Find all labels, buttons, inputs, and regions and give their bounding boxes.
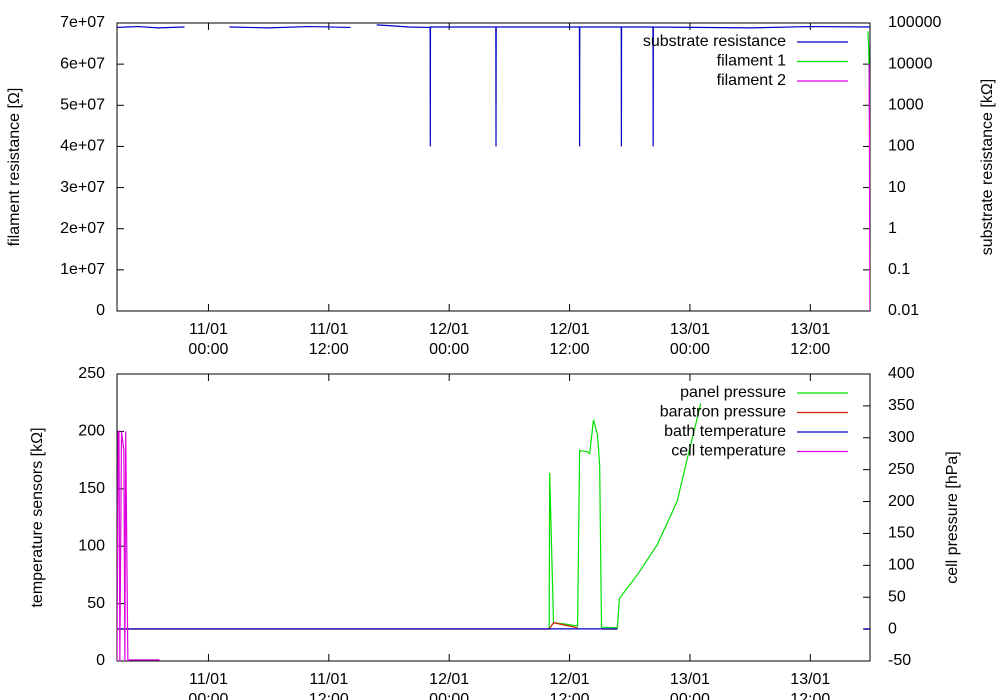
y2-tick-label: 400 xyxy=(888,365,915,382)
y-tick-label: 50 xyxy=(87,595,105,612)
y-tick-label: 1e+07 xyxy=(60,261,105,278)
y-tick-label: 5e+07 xyxy=(60,97,105,114)
y2-axis-title: cell pressure [hPa] xyxy=(944,451,961,584)
y2-tick-label: 100 xyxy=(888,557,915,574)
y-tick-label: 7e+07 xyxy=(60,14,105,31)
legend-label: panel pressure xyxy=(680,384,786,401)
y2-tick-label: 100000 xyxy=(888,14,941,31)
y-tick-label: 250 xyxy=(78,365,105,382)
y2-tick-label: 50 xyxy=(888,588,906,605)
series-line xyxy=(548,403,702,630)
series-line xyxy=(117,24,870,147)
y2-tick-label: 10000 xyxy=(888,55,933,72)
y2-tick-label: 0.01 xyxy=(888,302,919,319)
y2-tick-label: 1 xyxy=(888,220,897,237)
x-tick-label: 12/01 12:00 xyxy=(549,671,590,700)
y2-tick-label: 350 xyxy=(888,397,915,414)
y2-tick-label: 0 xyxy=(888,620,897,637)
legend-label: filament 2 xyxy=(717,72,786,89)
plot-frame xyxy=(116,373,871,662)
y2-tick-label: 250 xyxy=(888,461,915,478)
y2-tick-label: 150 xyxy=(888,525,915,542)
x-tick-label: 12/01 00:00 xyxy=(429,671,470,700)
legend-label: substrate resistance xyxy=(643,33,786,50)
y2-tick-label: -50 xyxy=(888,652,911,669)
x-tick-label: 11/01 12:00 xyxy=(308,671,349,700)
x-tick-label: 13/01 12:00 xyxy=(790,671,831,700)
y-tick-label: 3e+07 xyxy=(60,179,105,196)
legend-label: bath temperature xyxy=(664,423,786,440)
x-tick-label: 11/01 12:00 xyxy=(308,321,349,358)
legend-label: cell temperature xyxy=(671,443,786,460)
x-tick-label: 11/01 00:00 xyxy=(188,321,229,358)
legend-label: baratron pressure xyxy=(660,404,786,421)
y-tick-label: 100 xyxy=(78,537,105,554)
y2-axis-title: substrate resistance [kΩ] xyxy=(979,79,996,255)
y2-tick-label: 1000 xyxy=(888,97,924,114)
y2-tick-label: 10 xyxy=(888,179,906,196)
y-tick-label: 2e+07 xyxy=(60,220,105,237)
y2-tick-label: 100 xyxy=(888,138,915,155)
x-tick-label: 12/01 00:00 xyxy=(429,321,470,358)
x-tick-label: 13/01 12:00 xyxy=(790,321,831,358)
y-axis-title: temperature sensors [kΩ] xyxy=(29,427,46,607)
x-tick-label: 11/01 00:00 xyxy=(188,671,229,700)
y-tick-label: 200 xyxy=(78,423,105,440)
series-line xyxy=(117,430,160,661)
y-tick-label: 0 xyxy=(96,652,105,669)
y2-tick-label: 200 xyxy=(888,493,915,510)
series-line xyxy=(117,622,870,630)
series-line xyxy=(868,64,870,311)
legend-label: filament 1 xyxy=(717,53,786,70)
y-tick-label: 4e+07 xyxy=(60,138,105,155)
y-axis-title: filament resistance [Ω] xyxy=(6,88,23,247)
x-tick-label: 13/01 00:00 xyxy=(669,321,710,358)
y-tick-label: 150 xyxy=(78,480,105,497)
y2-tick-label: 0.1 xyxy=(888,261,910,278)
y-tick-label: 6e+07 xyxy=(60,55,105,72)
x-tick-label: 12/01 12:00 xyxy=(549,321,590,358)
y2-tick-label: 300 xyxy=(888,429,915,446)
x-tick-label: 13/01 00:00 xyxy=(669,671,710,700)
y-tick-label: 0 xyxy=(96,302,105,319)
